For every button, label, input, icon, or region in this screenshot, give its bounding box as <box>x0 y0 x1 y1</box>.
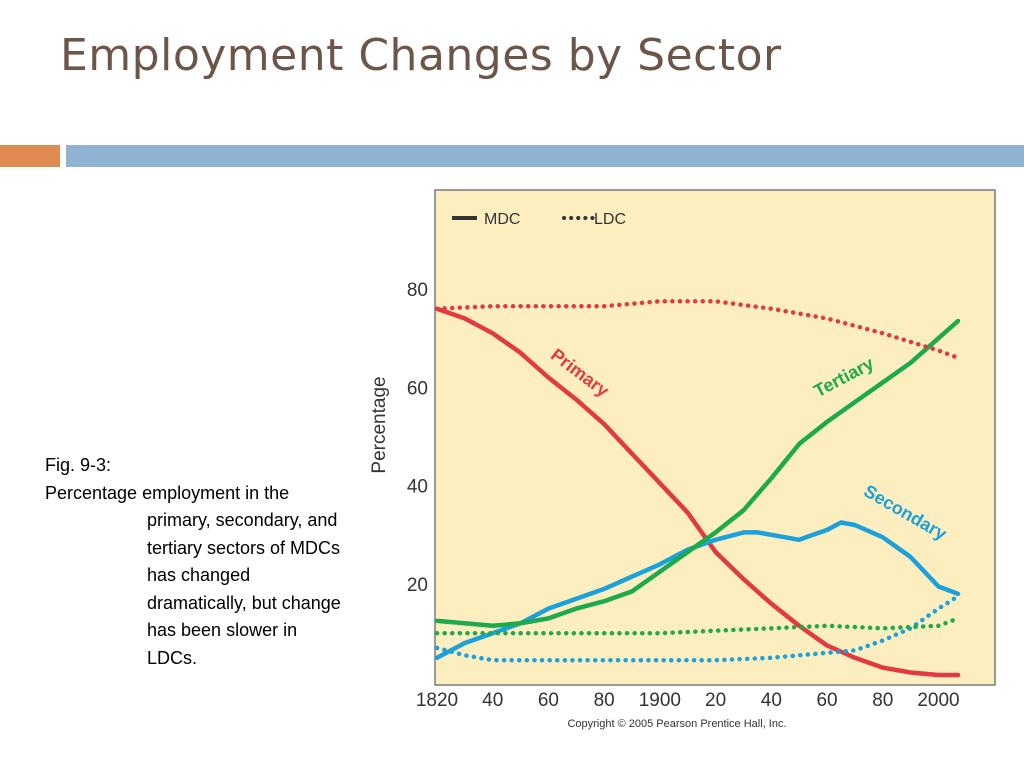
figure-caption: Fig. 9-3: Percentage employment in the p… <box>45 452 345 672</box>
copyright-text: Copyright © 2005 Pearson Prentice Hall, … <box>567 718 786 730</box>
legend-mdc-label: MDC <box>484 211 520 228</box>
x-tick-label: 40 <box>482 690 503 711</box>
y-tick-label: 80 <box>407 280 428 301</box>
mdc-secondary-line <box>434 520 961 661</box>
x-tick-label: 1900 <box>639 690 681 711</box>
x-tick-label: 40 <box>761 690 782 711</box>
accent-bar-blue <box>66 145 1024 167</box>
y-tick-label: 20 <box>407 575 428 596</box>
x-tick-label: 60 <box>816 690 837 711</box>
ldc-primary-line <box>434 299 961 361</box>
x-tick-label: 1820 <box>416 690 458 711</box>
slide-title: Employment Changes by Sector <box>60 30 782 81</box>
employment-chart: MDC LDC 20 40 60 80 Percentage 1820 40 60 80 1900 20… <box>369 189 996 730</box>
mdc-primary-line <box>434 306 961 678</box>
x-tick-label: 80 <box>872 690 893 711</box>
x-tick-label: 80 <box>594 690 615 711</box>
x-tick-label: 2000 <box>917 690 959 711</box>
y-tick-label: 40 <box>407 477 428 498</box>
caption-figure-number: Fig. 9-3: <box>45 455 112 475</box>
caption-text: Percentage employment in the primary, se… <box>45 482 341 668</box>
y-axis-label: Percentage <box>369 376 390 473</box>
ldc-tertiary-line <box>434 616 961 636</box>
accent-bar-orange <box>0 145 60 167</box>
mdc-tertiary-line <box>434 318 961 629</box>
x-tick-label: 20 <box>705 690 726 711</box>
y-tick-label: 60 <box>407 378 428 399</box>
plot-area <box>434 189 996 686</box>
legend-ldc-label: LDC <box>594 211 626 228</box>
x-tick-label: 60 <box>538 690 559 711</box>
ldc-secondary-line <box>434 594 961 663</box>
